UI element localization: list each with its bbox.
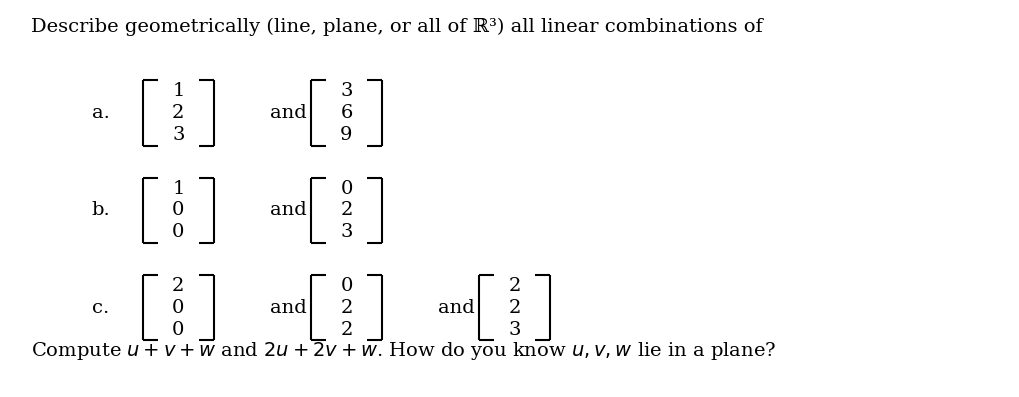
Text: a.: a. xyxy=(92,104,110,122)
Text: and: and xyxy=(270,104,307,122)
Text: 6: 6 xyxy=(340,104,353,122)
Text: 2: 2 xyxy=(340,201,353,220)
Text: 0: 0 xyxy=(172,299,184,317)
Text: 2: 2 xyxy=(340,320,353,339)
Text: 1: 1 xyxy=(172,179,184,198)
Text: 0: 0 xyxy=(172,201,184,220)
Text: 2: 2 xyxy=(508,299,521,317)
Text: Describe geometrically (line, plane, or all of ℝ³) all linear combinations of: Describe geometrically (line, plane, or … xyxy=(31,18,762,36)
Text: 9: 9 xyxy=(340,126,353,144)
Text: Compute $u + v + w$ and $2u + 2v + w$. How do you know $u, v, w$ lie in a plane?: Compute $u + v + w$ and $2u + 2v + w$. H… xyxy=(31,340,775,362)
Text: 0: 0 xyxy=(172,223,184,241)
Text: 0: 0 xyxy=(340,277,353,295)
Text: 0: 0 xyxy=(340,179,353,198)
Text: 3: 3 xyxy=(508,320,521,339)
Text: c.: c. xyxy=(92,299,109,317)
Text: 2: 2 xyxy=(172,104,184,122)
Text: 3: 3 xyxy=(340,223,353,241)
Text: b.: b. xyxy=(92,201,110,220)
Text: 1: 1 xyxy=(172,82,184,100)
Text: 2: 2 xyxy=(172,277,184,295)
Text: 2: 2 xyxy=(508,277,521,295)
Text: and: and xyxy=(270,299,307,317)
Text: 0: 0 xyxy=(172,320,184,339)
Text: 2: 2 xyxy=(340,299,353,317)
Text: and: and xyxy=(270,201,307,220)
Text: 3: 3 xyxy=(172,126,184,144)
Text: and: and xyxy=(438,299,475,317)
Text: 3: 3 xyxy=(340,82,353,100)
